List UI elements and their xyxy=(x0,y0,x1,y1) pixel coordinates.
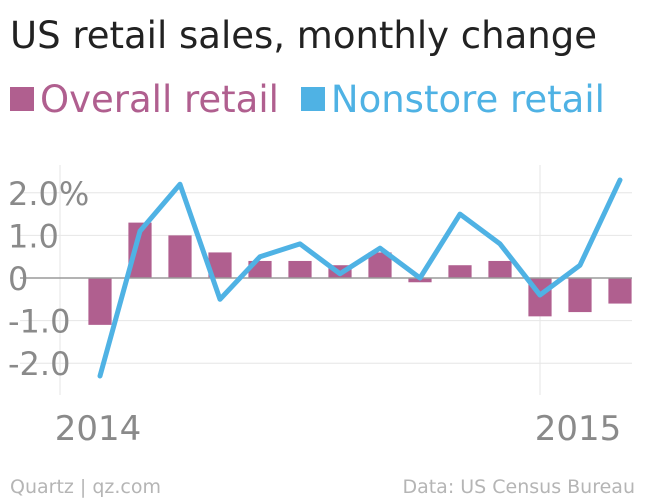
legend-swatch-overall-retail xyxy=(10,87,34,111)
x-tick-label: 2015 xyxy=(535,409,622,449)
y-tick-label: -1.0 xyxy=(8,303,70,341)
gridlines xyxy=(20,165,632,395)
x-tick-label: 2014 xyxy=(55,409,142,449)
y-tick-label: -2.0 xyxy=(8,345,70,383)
overall-retail-bar xyxy=(168,235,192,278)
y-axis-labels: 2.0% 1.0 0 -1.0 -2.0 xyxy=(8,175,89,383)
footer-source-right: Data: US Census Bureau xyxy=(402,476,635,498)
legend-label-overall-retail: Overall retail xyxy=(40,77,279,121)
x-axis-labels: 2014 2015 xyxy=(55,409,622,449)
legend-item-nonstore-retail: Nonstore retail xyxy=(300,77,605,121)
legend-swatch-nonstore-retail xyxy=(300,87,325,111)
legend: Overall retail Nonstore retail xyxy=(10,74,627,124)
footer-source-left: Quartz | qz.com xyxy=(10,476,162,498)
overall-retail-bar xyxy=(368,252,392,278)
overall-retail-bar xyxy=(208,252,232,278)
legend-label-nonstore-retail: Nonstore retail xyxy=(330,77,605,121)
overall-retail-bar xyxy=(608,278,632,304)
nonstore-retail-line xyxy=(97,177,623,379)
overall-retail-bars xyxy=(88,222,632,325)
overall-retail-bar xyxy=(488,260,512,278)
y-tick-label: 0 xyxy=(8,260,28,298)
overall-retail-bar xyxy=(128,222,152,278)
overall-retail-bar xyxy=(448,265,472,278)
chart-title: US retail sales, monthly change xyxy=(10,14,597,57)
legend-item-overall-retail: Overall retail xyxy=(10,78,279,121)
overall-retail-bar xyxy=(88,278,112,325)
y-tick-label: 2.0% xyxy=(8,175,89,213)
y-tick-label: 1.0 xyxy=(8,217,59,255)
overall-retail-bar xyxy=(568,278,592,313)
overall-retail-bar xyxy=(288,260,312,278)
